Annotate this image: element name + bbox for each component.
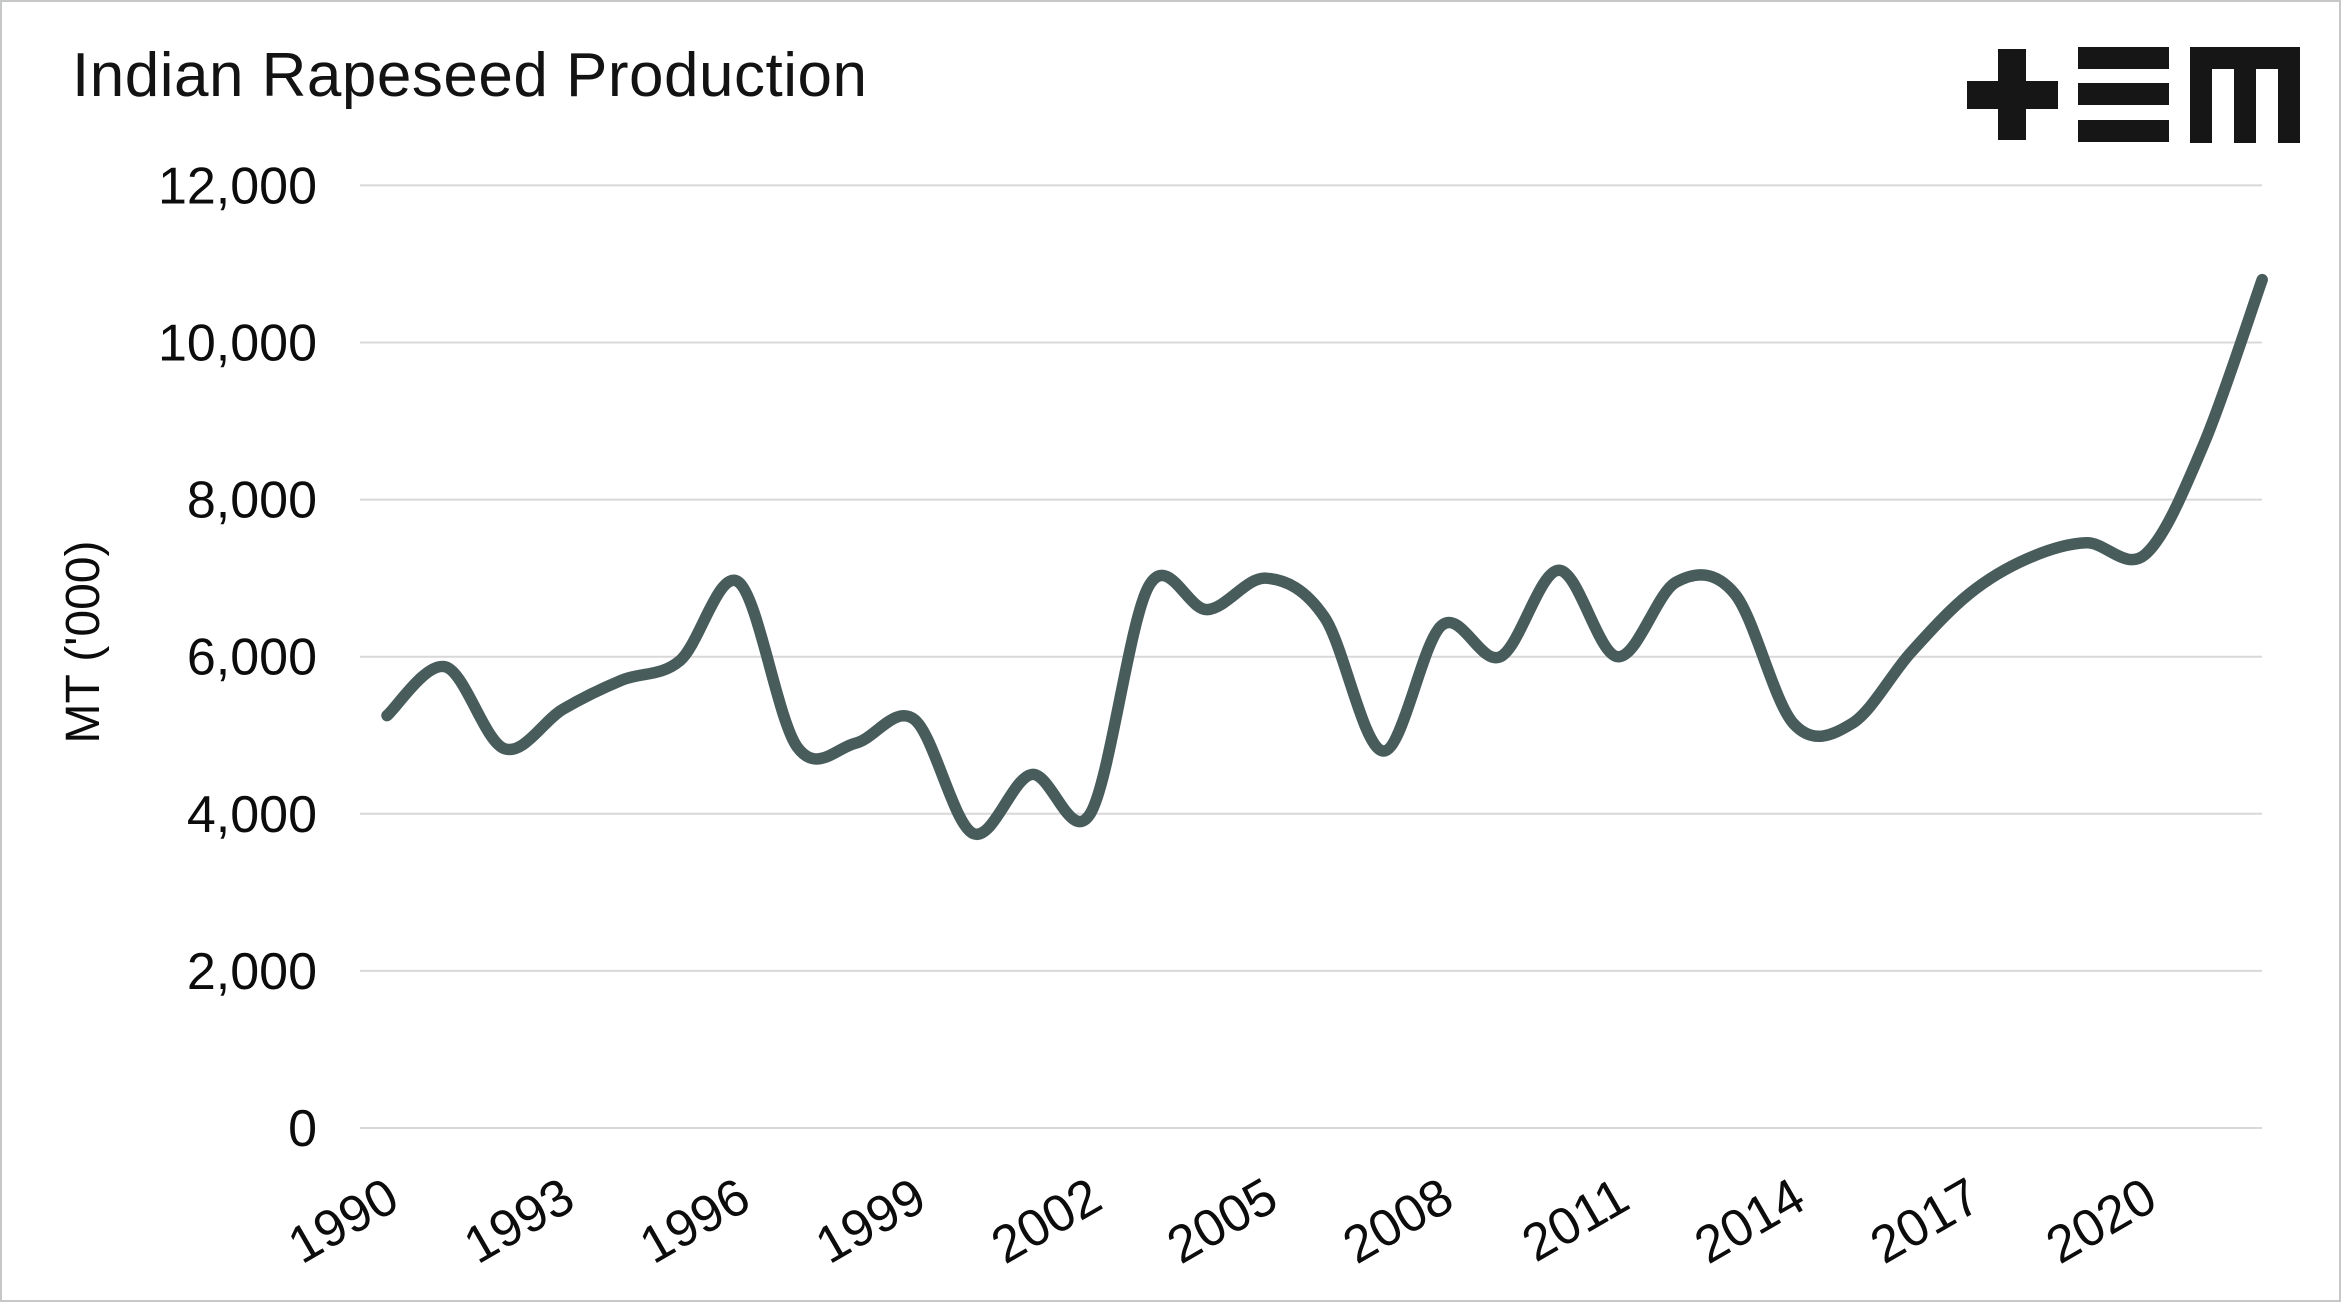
y-axis-title: MT ('000) <box>57 541 110 744</box>
x-tick-label: 2011 <box>1513 1167 1639 1273</box>
x-axis-tick-labels: 1990 1993 1996 1999 2002 2005 2008 2011 2014 2017… <box>279 1167 2166 1275</box>
x-tick-label: 2008 <box>1334 1167 1463 1275</box>
triple-bar-icon <box>2078 47 2169 142</box>
y-tick-label: 2,000 <box>187 943 317 1001</box>
m-glyph-icon <box>2190 47 2300 143</box>
plus-icon <box>1967 49 2058 140</box>
tem-logo-icon <box>1967 47 2300 143</box>
x-tick-label: 1990 <box>279 1167 408 1275</box>
y-tick-label: 0 <box>288 1100 317 1158</box>
y-tick-label: 8,000 <box>187 472 317 530</box>
x-tick-label: 2017 <box>1861 1167 1990 1275</box>
x-tick-label: 2002 <box>982 1167 1111 1275</box>
y-axis-tick-labels: 0 2,000 4,000 6,000 8,000 10,000 12,000 <box>158 157 317 1158</box>
y-tick-label: 10,000 <box>158 315 317 373</box>
y-tick-label: 4,000 <box>187 786 317 844</box>
x-tick-label: 2005 <box>1158 1167 1287 1275</box>
gridlines <box>360 184 2262 1129</box>
x-tick-label: 1993 <box>455 1167 584 1275</box>
x-tick-label: 1996 <box>630 1167 759 1275</box>
x-tick-label: 2020 <box>2037 1167 2166 1275</box>
production-line <box>381 273 2268 840</box>
page-title: Indian Rapeseed Production <box>72 41 868 110</box>
x-tick-label: 2014 <box>1685 1167 1814 1275</box>
y-tick-label: 12,000 <box>158 157 317 215</box>
y-tick-label: 6,000 <box>187 629 317 687</box>
x-tick-label: 1999 <box>806 1167 935 1275</box>
